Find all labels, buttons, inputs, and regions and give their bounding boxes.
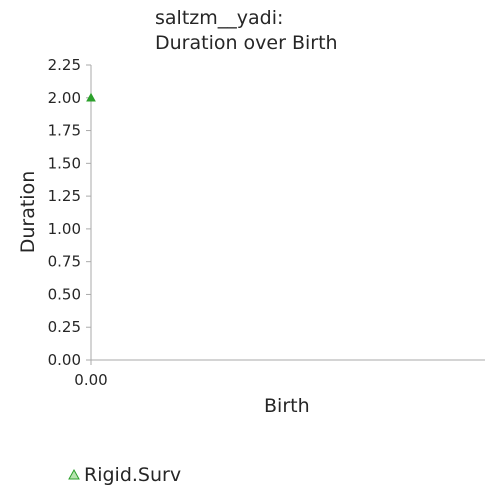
y-tick-label: 1.00: [48, 220, 81, 238]
y-tick-label: 2.00: [48, 89, 81, 107]
y-axis-title: Duration: [17, 170, 39, 254]
y-tick-label: 0.25: [48, 318, 81, 336]
data-marks: [86, 92, 96, 102]
y-tick-label: 1.50: [48, 154, 81, 172]
legend: Rigid.Surv: [68, 464, 181, 486]
y-tick-label: 0.50: [48, 285, 81, 303]
chart-title-line-1: saltzm__yadi:: [155, 7, 284, 29]
chart-title-line-2: Duration over Birth: [155, 32, 338, 54]
axes: [86, 64, 485, 365]
y-tick-label: 1.75: [48, 122, 81, 140]
data-point-triangle: [86, 92, 96, 102]
x-tick-label: 0.00: [74, 371, 107, 389]
tick-labels: 0.00 0.25 0.50 0.75 1.00 1.25 1.50 1.75 2.00 2.25…: [48, 56, 108, 389]
legend-triangle-icon: [68, 469, 80, 480]
y-tick-label: 2.25: [48, 56, 81, 74]
y-tick-label: 0.00: [48, 351, 81, 369]
y-tick-label: 0.75: [48, 253, 81, 271]
x-axis-title: Birth: [264, 395, 310, 417]
y-tick-label: 1.25: [48, 187, 81, 205]
legend-label: Rigid.Surv: [84, 464, 182, 486]
